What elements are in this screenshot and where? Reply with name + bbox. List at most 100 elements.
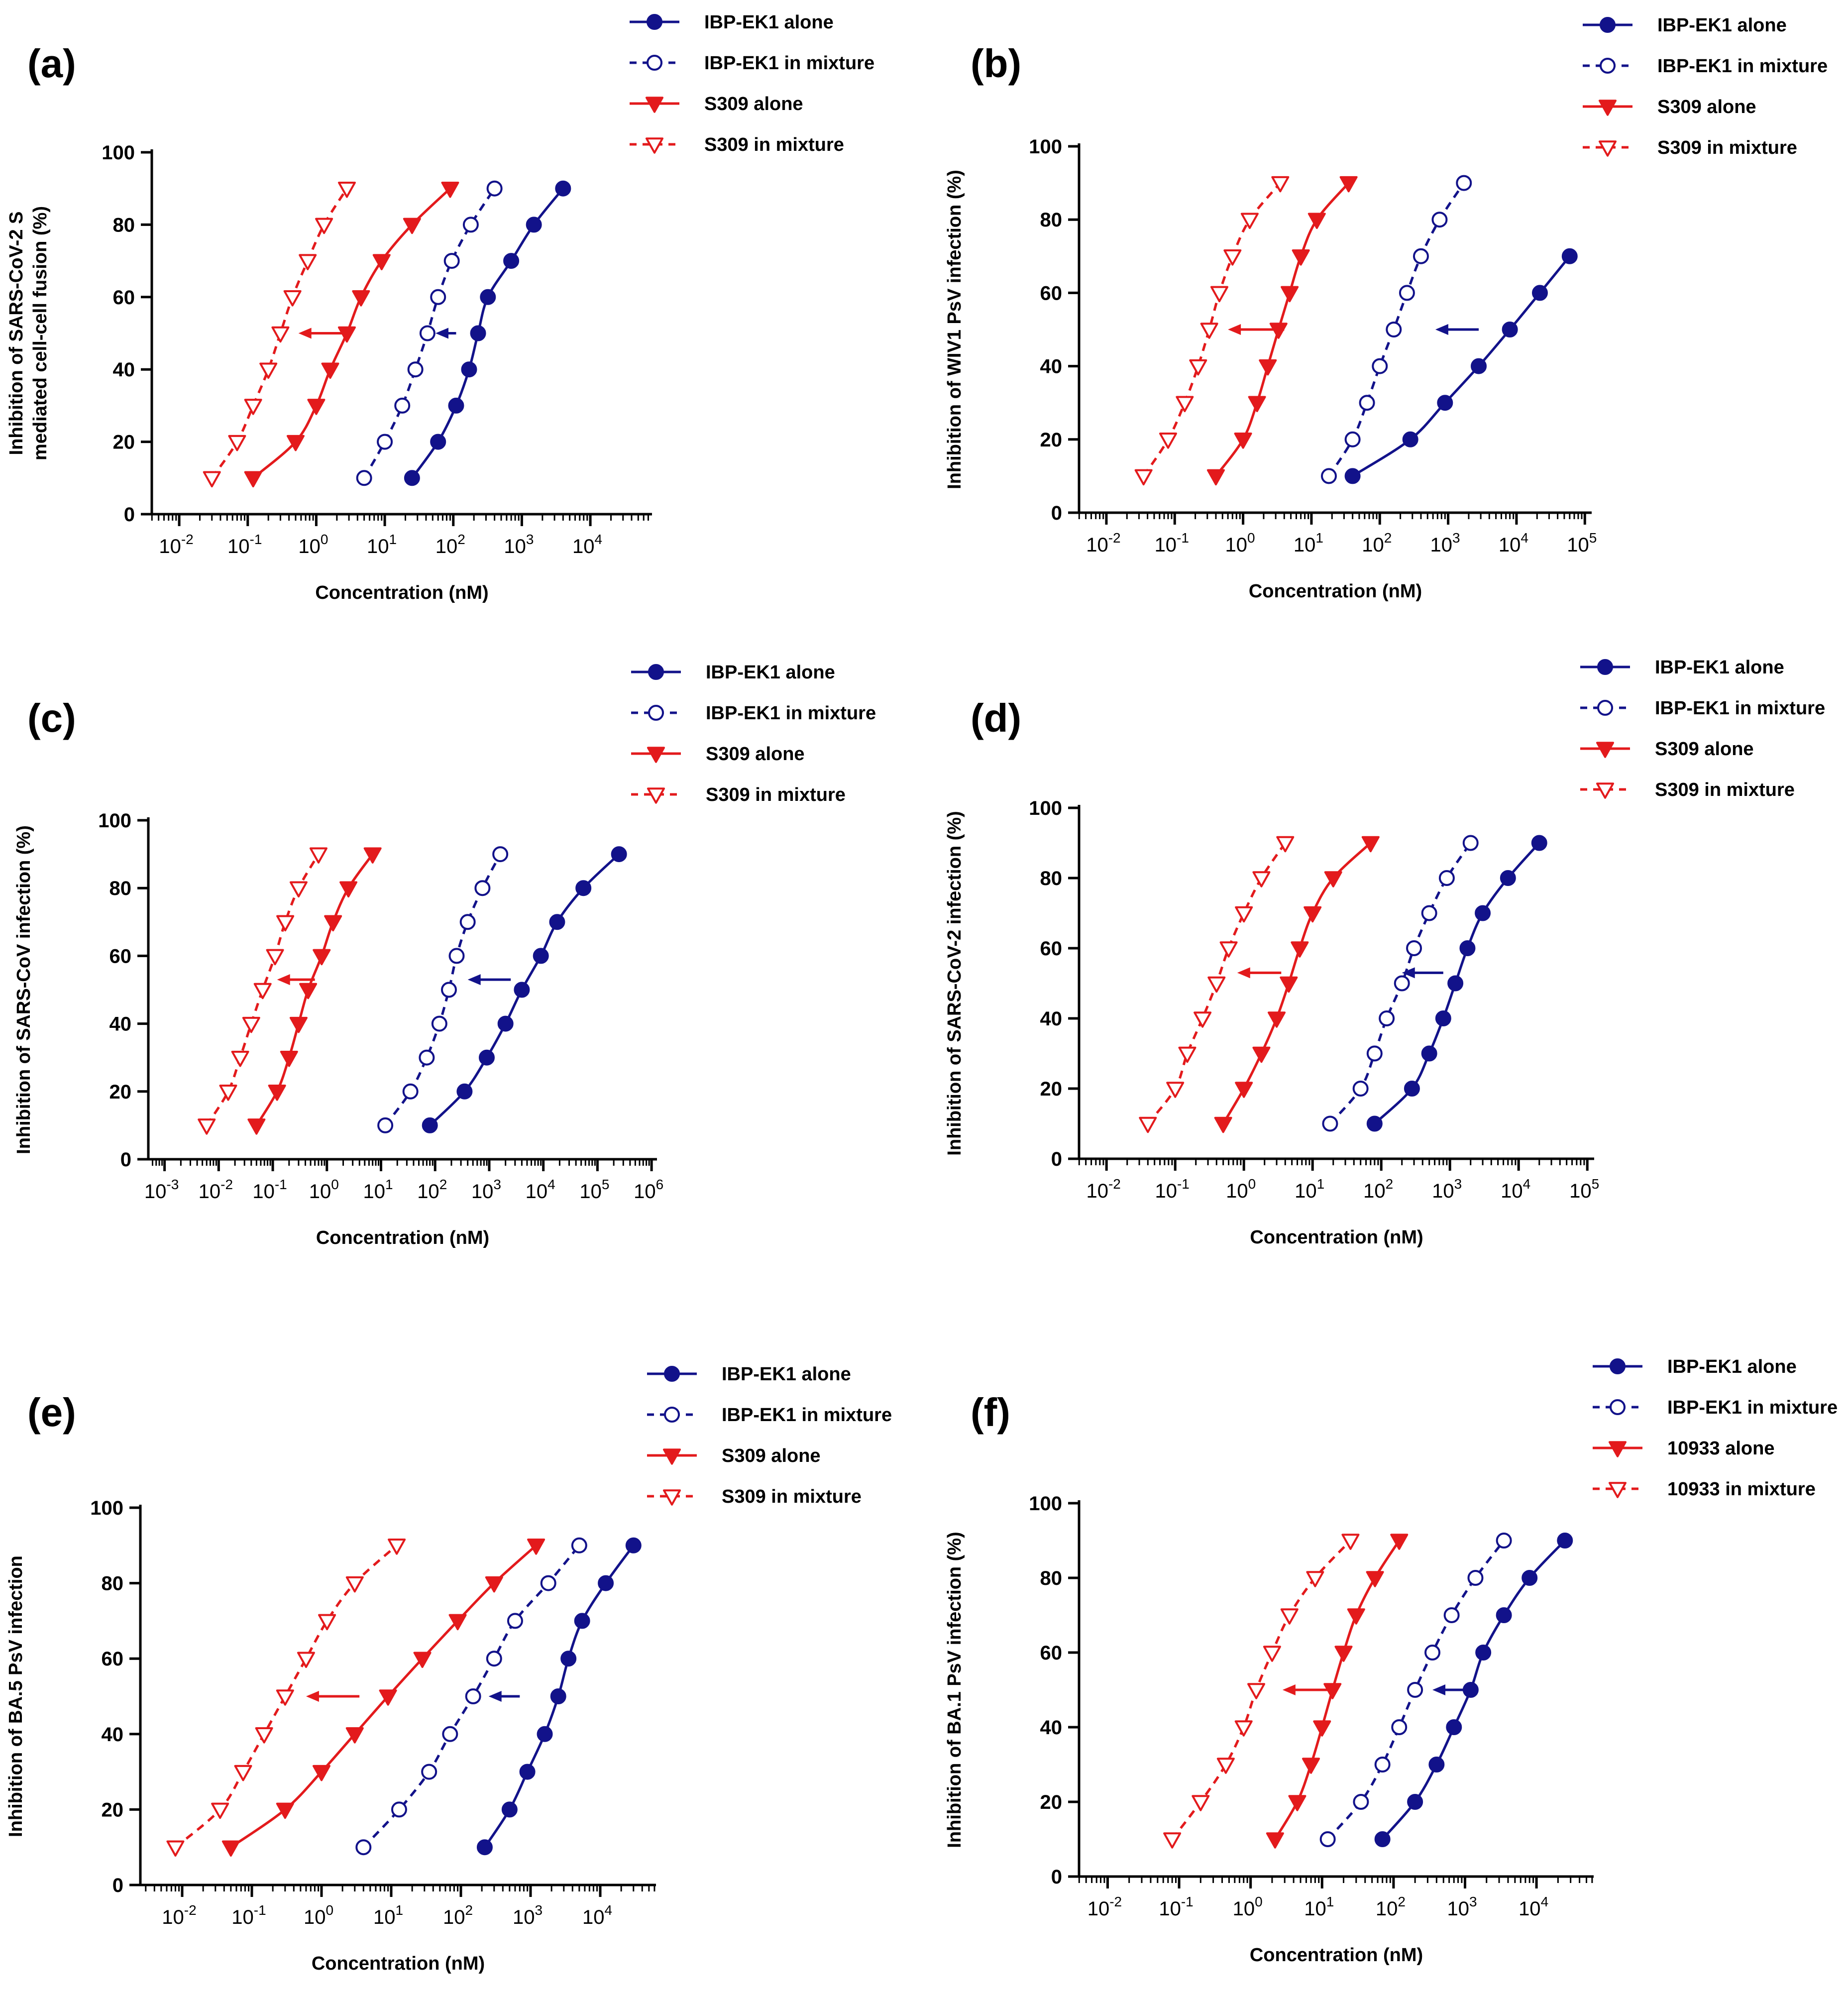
shift-arrow-head (467, 974, 481, 986)
legend-marker (647, 747, 665, 763)
x-tick-exponent: 0 (321, 532, 328, 547)
legend-label: 10933 alone (1667, 1438, 1774, 1459)
data-point (1502, 322, 1518, 337)
data-point (413, 1652, 432, 1668)
y-tick-label: 0 (120, 1149, 131, 1171)
x-tick-exponent: 2 (457, 532, 465, 547)
data-point (1361, 836, 1380, 853)
x-tick-label: 10-2 (159, 532, 193, 557)
y-tick-label: 40 (1040, 1717, 1063, 1739)
data-point (1252, 871, 1271, 887)
y-axis-label: Inhibition of SARS-CoV-2 S (6, 212, 27, 455)
x-tick-label: 102 (417, 1177, 447, 1203)
x-tick-exponent: 4 (1523, 1176, 1531, 1192)
data-point (1421, 905, 1437, 921)
data-point (1374, 1831, 1391, 1847)
series-line-3 (1222, 842, 1372, 1124)
legend-marker (663, 1448, 681, 1465)
data-point (1446, 1719, 1462, 1735)
x-tick-exponent: 1 (1326, 1894, 1334, 1909)
data-point (480, 289, 496, 305)
data-point (1475, 905, 1491, 921)
data-point (1235, 906, 1253, 923)
x-tick-exponent: 0 (331, 1177, 339, 1192)
data-point (1437, 395, 1453, 411)
data-point (575, 880, 592, 896)
legend-label: IBP-EK1 alone (1667, 1356, 1797, 1377)
data-point (1438, 870, 1455, 886)
data-point (404, 470, 420, 486)
x-tick-label: 101 (363, 1177, 393, 1203)
data-point (1280, 1608, 1299, 1625)
data-point (1216, 1758, 1235, 1774)
panel-label: (e) (27, 1390, 76, 1435)
x-axis-label: Concentration (nM) (1250, 1945, 1423, 1966)
data-point (339, 881, 358, 897)
y-tick-label: 20 (1040, 1078, 1063, 1100)
legend-marker (648, 664, 664, 680)
y-tick-label: 0 (124, 504, 135, 526)
legend-marker (647, 55, 662, 71)
x-tick-label: 10-2 (1086, 530, 1120, 556)
x-tick-exponent: -2 (1108, 1176, 1121, 1192)
x-tick-exponent: -1 (1177, 530, 1189, 546)
data-point (1176, 396, 1194, 412)
legend-label: S309 in mixture (1655, 779, 1795, 800)
data-point (1234, 1720, 1253, 1737)
x-tick-label: 104 (526, 1177, 555, 1203)
data-point (1194, 1011, 1212, 1028)
y-tick-label: 80 (1040, 1567, 1063, 1589)
data-point (337, 181, 356, 198)
data-point (443, 253, 460, 269)
x-tick-label: 101 (1295, 1176, 1324, 1202)
data-point (1134, 469, 1153, 486)
data-point (486, 1651, 502, 1667)
data-point (1366, 1115, 1383, 1132)
legend-marker (1610, 1399, 1626, 1415)
data-point (297, 1652, 315, 1668)
data-point (1353, 1794, 1369, 1810)
legend-label: IBP-EK1 alone (706, 662, 835, 683)
x-tick-label: 103 (1447, 1894, 1477, 1920)
data-point (234, 1765, 252, 1781)
data-point (1456, 175, 1472, 191)
x-tick-label: 103 (1430, 530, 1460, 556)
y-tick-label: 60 (1040, 1642, 1063, 1664)
data-point (1178, 1046, 1196, 1063)
data-point (1292, 249, 1310, 266)
y-axis-label: Inhibition of BA.5 PsV infection (5, 1555, 26, 1837)
y-tick-label: 80 (113, 214, 135, 236)
y-tick-label: 60 (102, 1648, 124, 1670)
legend-label: IBP-EK1 in mixture (704, 53, 874, 74)
y-tick-label: 0 (1051, 502, 1062, 524)
data-point (276, 1689, 294, 1706)
data-point (1280, 976, 1298, 993)
data-point (501, 1801, 518, 1818)
legend-label: IBP-EK1 alone (1655, 657, 1784, 678)
data-point (1200, 323, 1218, 339)
data-point (1268, 1011, 1286, 1028)
x-tick-exponent: 1 (385, 1177, 393, 1192)
data-point (211, 1802, 229, 1819)
data-point (394, 397, 411, 414)
legend: IBP-EK1 alone IBP-EK1 in mixture S309 alon… (630, 12, 874, 155)
panel-label: (d) (971, 696, 1021, 740)
data-point (560, 1651, 577, 1667)
data-point (259, 362, 278, 379)
data-point (1421, 1045, 1437, 1062)
data-point (255, 1727, 273, 1744)
data-point (1307, 213, 1326, 229)
data-point (485, 1576, 503, 1593)
y-tick-label: 60 (109, 945, 132, 967)
data-point (1302, 1758, 1320, 1774)
x-tick-label: 101 (373, 1902, 403, 1928)
legend: IBP-EK1 alone IBP-EK1 in mixture S309 alon… (1580, 657, 1825, 800)
data-point (1319, 1831, 1336, 1847)
data-point (448, 948, 465, 964)
data-point (1304, 906, 1322, 923)
data-point (231, 1050, 249, 1067)
data-point (478, 1049, 495, 1066)
data-point (377, 1117, 394, 1133)
data-point (283, 290, 302, 307)
x-tick-exponent: 0 (1248, 1176, 1256, 1192)
